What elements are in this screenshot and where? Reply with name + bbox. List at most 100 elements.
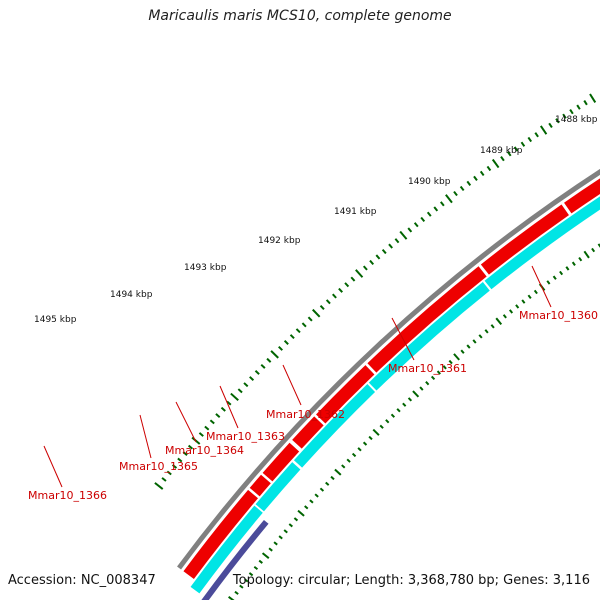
inner-tick [533, 289, 538, 295]
ruler-tick [583, 100, 588, 106]
gene-label: Mmar10_1365 [119, 460, 198, 473]
inner-tick [453, 353, 460, 361]
cds-segment [183, 489, 258, 580]
inner-tick [304, 505, 309, 510]
ruler-tick [576, 104, 581, 110]
inner-tick [460, 349, 465, 354]
ruler-tick [266, 357, 272, 363]
gene-leader-line [175, 401, 197, 443]
inner-tick [559, 270, 564, 276]
inner-tick [379, 424, 384, 429]
ruler-tick [394, 238, 400, 244]
gene-label: Mmar10_1361 [388, 362, 467, 375]
ruler-tick [171, 464, 178, 469]
gene-leader-line [139, 414, 152, 459]
ruler-tick [479, 170, 485, 177]
ruler-tick [270, 350, 279, 359]
inner-tick [283, 529, 288, 534]
inner-tick [583, 250, 590, 259]
ruler-tick [426, 211, 432, 217]
ruler-tick [399, 230, 408, 240]
gene-label-lines [43, 265, 552, 488]
ruler-tick [254, 370, 260, 375]
inner-tick [314, 493, 319, 498]
backbone-arc [177, 168, 600, 570]
ruler-tick [198, 432, 204, 437]
ruler-tick [375, 254, 381, 260]
ruler-tick [355, 269, 364, 278]
inner-tick [521, 299, 526, 304]
ruler-label: 1488 kbp [555, 115, 598, 125]
cds-segment [292, 416, 324, 449]
accession-text: Accession: NC_008347 [8, 573, 156, 588]
ruler-tick [161, 477, 167, 482]
inner-tick [288, 523, 293, 528]
ruler-tick [226, 400, 232, 406]
ruler-tick [548, 122, 553, 129]
inner-tick [268, 547, 273, 552]
inner-tick [325, 481, 330, 486]
ruler-tick [209, 419, 215, 425]
inner-tick [515, 304, 520, 309]
ruler-label: 1491 kbp [334, 207, 377, 217]
ruler-tick [407, 227, 413, 233]
inner-tick [248, 572, 254, 577]
ruler-tick [569, 109, 574, 115]
ruler-tick [433, 206, 439, 212]
cds-segment [262, 442, 300, 482]
inner-tick [425, 381, 430, 386]
inner-tick [430, 375, 436, 381]
ruler-tick [534, 132, 539, 138]
inner-tick [297, 509, 305, 517]
inner-tick [508, 309, 514, 314]
ruler-tick [204, 425, 210, 431]
ruler-tick [289, 334, 295, 340]
gene-band-alt [201, 519, 269, 600]
map-title: Maricaulis maris MCS10, complete genome [148, 8, 452, 24]
inner-tick [412, 390, 420, 398]
inner-tick [502, 314, 507, 319]
inner-tick [527, 294, 532, 299]
gene-leader-line [43, 445, 63, 488]
ruler-tick [589, 93, 597, 103]
ruler-tick [237, 388, 243, 394]
inner-tick [228, 596, 235, 600]
ruler-tick [283, 340, 289, 345]
inner-tick [478, 334, 483, 339]
cds-segment [564, 178, 600, 214]
ruler-label: 1492 kbp [258, 236, 301, 246]
gene-labels: Mmar10_1360 Mmar10_1361 Mmar10_1362 Mmar10_… [28, 309, 598, 502]
inner-tick [490, 324, 495, 329]
ruler-tick [166, 470, 172, 476]
gene-label: Mmar10_1360 [519, 309, 598, 322]
inner-tick [578, 256, 583, 262]
inner-tick [546, 280, 551, 285]
inner-tick [243, 578, 249, 583]
gene-label: Mmar10_1366 [28, 489, 107, 502]
ruler-label: 1495 kbp [34, 315, 77, 325]
inner-tick [396, 408, 401, 413]
inner-tick [571, 261, 576, 266]
ruler-tick [527, 136, 533, 143]
feature-bands [177, 168, 600, 600]
ruler-tick [278, 345, 283, 351]
ruler-tick [500, 156, 505, 162]
inner-tick [357, 447, 362, 452]
ruler-tick [307, 316, 313, 322]
inner-tick [591, 247, 596, 253]
inner-tick [402, 402, 407, 407]
ruler-tick [182, 451, 188, 456]
inner-tick [293, 517, 299, 522]
ruler-tick [491, 158, 500, 169]
ruler-tick [325, 299, 331, 305]
inner-tick [346, 458, 351, 463]
inner-tick [253, 565, 259, 571]
inner-tick [330, 475, 335, 481]
cds-segment [480, 204, 569, 275]
ruler-tick [562, 113, 567, 119]
cds-segment [249, 474, 271, 497]
inner-tick [362, 441, 368, 446]
gene-label: Mmar10_1364 [165, 444, 244, 457]
inner-tick [419, 386, 424, 391]
ruler-tick [350, 276, 356, 282]
